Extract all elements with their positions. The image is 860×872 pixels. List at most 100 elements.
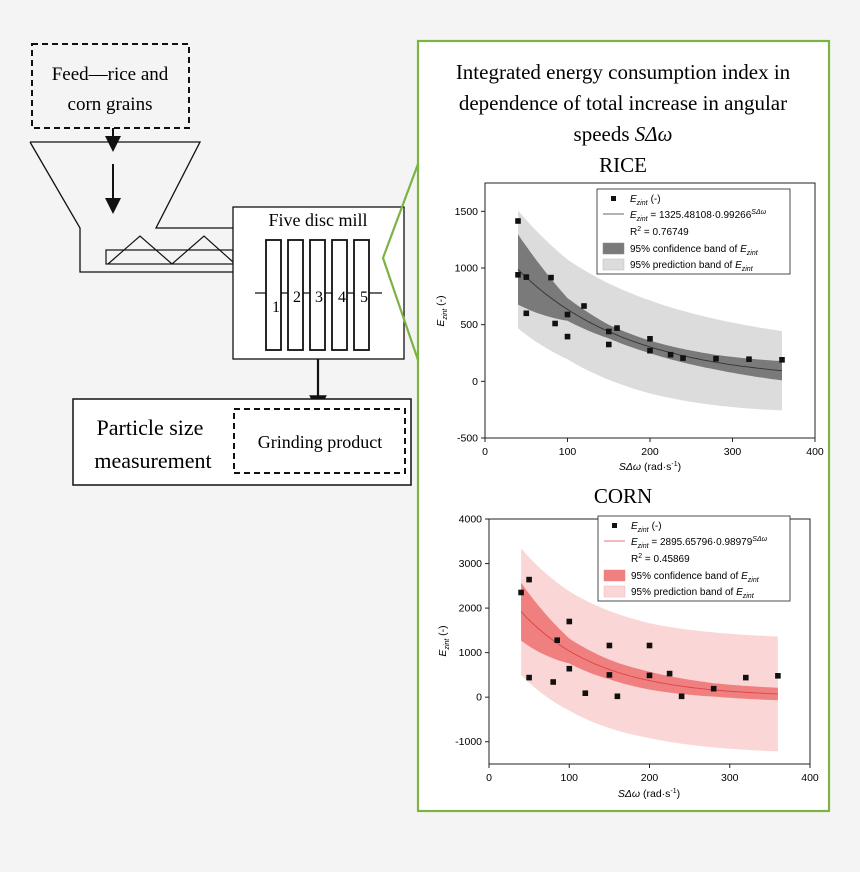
rice-x-tick-label: 200 — [641, 446, 659, 458]
rice-legend-point-marker — [611, 196, 616, 201]
corn-legend-pred-e: E — [736, 587, 743, 598]
corn-data-point — [518, 589, 524, 596]
rice-points-layer — [515, 218, 785, 363]
rice-legend-r2-value: = 0.76749 — [641, 227, 689, 238]
corn-x-tick-label: 0 — [486, 772, 492, 784]
corn-data-point — [646, 642, 653, 649]
rice-data-point — [515, 218, 521, 224]
feed-box — [31, 43, 190, 129]
corn-legend-fit-e: E — [631, 537, 638, 548]
corn-legend-conf-sub: zint — [747, 577, 760, 584]
rice-chart: RICE 0 100 200 300 400 -500 0 500 1000 1500 SΔω … — [435, 153, 824, 473]
corn-legend-fit: Ezint = 2895.65796·0.98979SΔω — [631, 536, 768, 550]
corn-x-tick-label: 300 — [721, 772, 739, 784]
corn-data-point — [743, 674, 749, 681]
corn-legend-box — [597, 515, 791, 602]
corn-legend-pred: 95% prediction band of Ezint — [631, 587, 755, 600]
callout-connector — [381, 163, 420, 361]
corn-x-axis-label: SΔω (rad·s-1) — [618, 788, 680, 800]
corn-x-tick-label: 100 — [560, 772, 578, 784]
rice-legend-pred-e: E — [735, 260, 742, 271]
rice-x-ticks: 0 100 200 300 400 — [482, 438, 824, 458]
corn-data-point — [582, 690, 589, 696]
rice-y-axis-label: Ezint (-) — [435, 295, 449, 326]
rice-legend-conf-swatch — [602, 242, 625, 255]
corn-data-point — [606, 672, 613, 678]
rice-legend-r2-label: R — [630, 227, 637, 238]
feed-label-line1: Feed—rice and — [52, 64, 169, 85]
rice-data-point — [606, 341, 612, 348]
rice-legend-r2-sup: 2 — [637, 226, 641, 233]
disc-3 — [309, 239, 326, 351]
corn-data-point — [710, 685, 717, 692]
grinding-product-label: Grinding product — [258, 432, 382, 452]
rice-legend-box — [596, 188, 791, 275]
corn-x-ticks: 0 100 200 300 400 — [486, 764, 819, 784]
rice-data-point — [564, 311, 571, 318]
rice-data-point — [614, 325, 620, 331]
corn-data-point — [614, 693, 621, 700]
rice-x-axis-math: SΔω — [619, 461, 641, 473]
feed-label-line2: corn grains — [68, 94, 153, 115]
rice-x-axis-label: SΔω (rad·s-1) — [619, 461, 681, 473]
rice-data-point — [548, 274, 554, 281]
corn-legend-series-unit: (-) — [652, 521, 662, 532]
disc-number-3: 3 — [315, 289, 323, 306]
rice-legend-fit-sub: zint — [636, 216, 649, 223]
corn-data-point — [606, 642, 613, 649]
corn-data-point — [526, 576, 532, 583]
rice-y-tick-label: 1000 — [455, 263, 479, 275]
rice-legend-series-e: E — [630, 194, 637, 205]
corn-data-point — [666, 670, 673, 677]
corn-data-point — [554, 637, 560, 643]
screw-zigzag — [107, 235, 234, 265]
rice-legend-conf: 95% confidence band of Ezint — [630, 244, 759, 257]
corn-y-tick-label: 4000 — [459, 514, 483, 526]
panel-title-line1: Integrated energy consumption index in — [456, 60, 791, 84]
rice-data-point — [523, 274, 530, 280]
corn-legend-r2: R2 = 0.45869 — [631, 553, 690, 565]
disc-number-4: 4 — [338, 289, 346, 306]
disc-number-1: 1 — [272, 299, 280, 316]
rice-data-point — [746, 356, 752, 362]
corn-data-point — [678, 693, 685, 700]
corn-legend-conf: 95% confidence band of Ezint — [631, 571, 760, 584]
disc-5 — [353, 239, 370, 351]
corn-y-ticks: -1000 0 1000 2000 3000 4000 — [455, 514, 489, 748]
rice-data-point — [606, 328, 612, 335]
mill-title: Five disc mill — [269, 210, 368, 230]
corn-legend-series-sub: zint — [637, 527, 650, 534]
disc-4 — [331, 239, 348, 351]
panel-title-line2: dependence of total increase in angular — [459, 91, 787, 115]
corn-data-point — [566, 665, 573, 672]
rice-x-axis-unit: (rad·s — [641, 461, 671, 473]
rice-data-point — [515, 272, 521, 278]
rice-legend-r2: R2 = 0.76749 — [630, 226, 689, 238]
rice-y-tick-label: -500 — [457, 433, 478, 445]
corn-data-point — [526, 674, 532, 681]
corn-x-axis-sup: -1 — [670, 788, 676, 795]
rice-data-point — [564, 333, 571, 340]
corn-legend-series-e: E — [631, 521, 638, 532]
corn-y-tick-label: 2000 — [459, 603, 483, 615]
corn-x-tick-label: 200 — [641, 772, 659, 784]
corn-x-axis-math: SΔω — [618, 788, 640, 800]
rice-legend-pred-text: 95% prediction band of — [630, 260, 735, 271]
rice-y-ticks: -500 0 500 1000 1500 — [455, 206, 485, 445]
corn-fit-curve — [520, 611, 778, 695]
corn-chart-title: CORN — [594, 484, 652, 508]
corn-y-tick-label: 0 — [476, 692, 482, 704]
corn-y-tick-label: -1000 — [455, 736, 482, 748]
corn-fit-curve-layer — [520, 611, 778, 695]
rice-legend-conf-e: E — [740, 244, 747, 255]
measurement-box — [72, 398, 412, 486]
corn-data-point — [646, 672, 653, 679]
rice-x-tick-label: 300 — [724, 446, 742, 458]
corn-points-layer — [518, 576, 781, 700]
rice-y-tick-label: 1500 — [455, 206, 479, 218]
corn-x-axis-close: ) — [677, 788, 681, 800]
corn-x-axis-unit: (rad·s — [640, 788, 670, 800]
rice-y-axis-main: E — [435, 319, 447, 327]
rice-x-tick-label: 100 — [559, 446, 577, 458]
